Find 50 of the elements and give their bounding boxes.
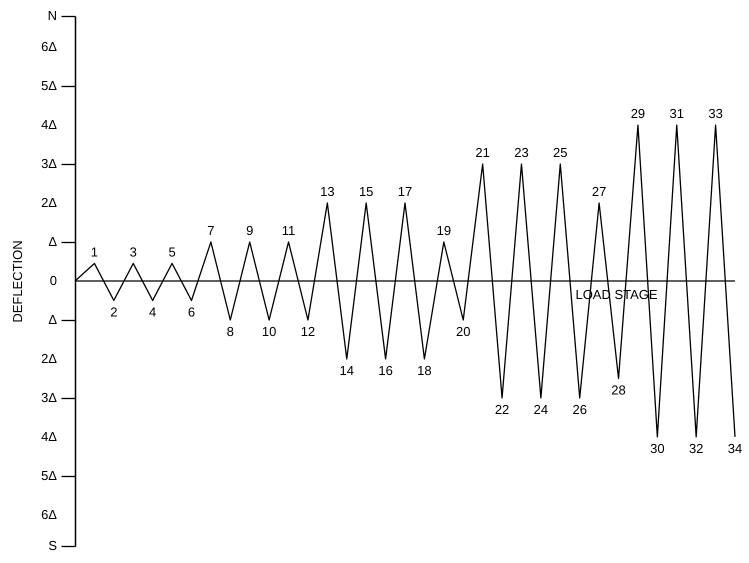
annotation: 10 bbox=[262, 324, 276, 339]
annotation: 9 bbox=[246, 223, 254, 238]
y-tick-label: 3Δ bbox=[41, 156, 58, 172]
y-tick-label: Δ bbox=[48, 312, 58, 327]
y-tick-label: S bbox=[48, 538, 58, 553]
annotation: 2 bbox=[110, 304, 118, 320]
y-tick-label: 6Δ bbox=[41, 39, 58, 54]
annotation: 27 bbox=[592, 184, 606, 200]
annotation: 4 bbox=[149, 304, 156, 320]
annotation: 19 bbox=[436, 223, 452, 238]
y-tick-label: 4Δ bbox=[41, 428, 58, 444]
annotation: 15 bbox=[358, 184, 374, 200]
annotation: 23 bbox=[514, 145, 529, 160]
annotation: 17 bbox=[398, 184, 412, 200]
y-tick-label: 5Δ bbox=[41, 468, 58, 483]
y-axis-title: DEFLECTION bbox=[10, 240, 25, 323]
annotation: 31 bbox=[670, 106, 684, 122]
annotation: 16 bbox=[378, 362, 393, 378]
annotation: 28 bbox=[611, 382, 626, 398]
annotation: 14 bbox=[340, 362, 354, 378]
y-tick-label: 4Δ bbox=[41, 117, 58, 132]
annotation: 30 bbox=[650, 440, 665, 456]
annotation: 33 bbox=[708, 106, 723, 122]
annotation: 32 bbox=[688, 440, 704, 456]
annotation: 24 bbox=[534, 402, 548, 417]
annotation: 5 bbox=[168, 244, 176, 260]
annotation: 3 bbox=[130, 244, 137, 260]
annotation: 34 bbox=[728, 440, 742, 456]
annotation: 25 bbox=[553, 145, 568, 160]
annotation: 1 bbox=[90, 244, 98, 260]
annotation: 29 bbox=[630, 106, 646, 122]
annotation: 20 bbox=[456, 324, 470, 339]
y-tick-label: 6Δ bbox=[41, 506, 58, 522]
annotation: 22 bbox=[494, 402, 510, 417]
y-tick-label: 0 bbox=[50, 273, 57, 288]
y-tick-label: 2Δ bbox=[41, 195, 58, 210]
annotation: 13 bbox=[320, 184, 335, 200]
annotation: 18 bbox=[417, 362, 432, 378]
y-tick-label: 5Δ bbox=[41, 78, 58, 94]
y-tick-label: 2Δ bbox=[41, 350, 58, 366]
annotation: 11 bbox=[282, 223, 296, 238]
y-tick-label: N bbox=[48, 8, 57, 23]
annotation: 26 bbox=[572, 402, 587, 417]
annotation: 12 bbox=[300, 324, 316, 339]
annotation: 21 bbox=[475, 145, 490, 160]
annotation: 8 bbox=[226, 324, 234, 339]
y-tick-label: 3Δ bbox=[41, 390, 58, 405]
annotation: 6 bbox=[188, 304, 196, 320]
annotation: 7 bbox=[207, 223, 214, 238]
y-tick-label: Δ bbox=[48, 234, 58, 250]
